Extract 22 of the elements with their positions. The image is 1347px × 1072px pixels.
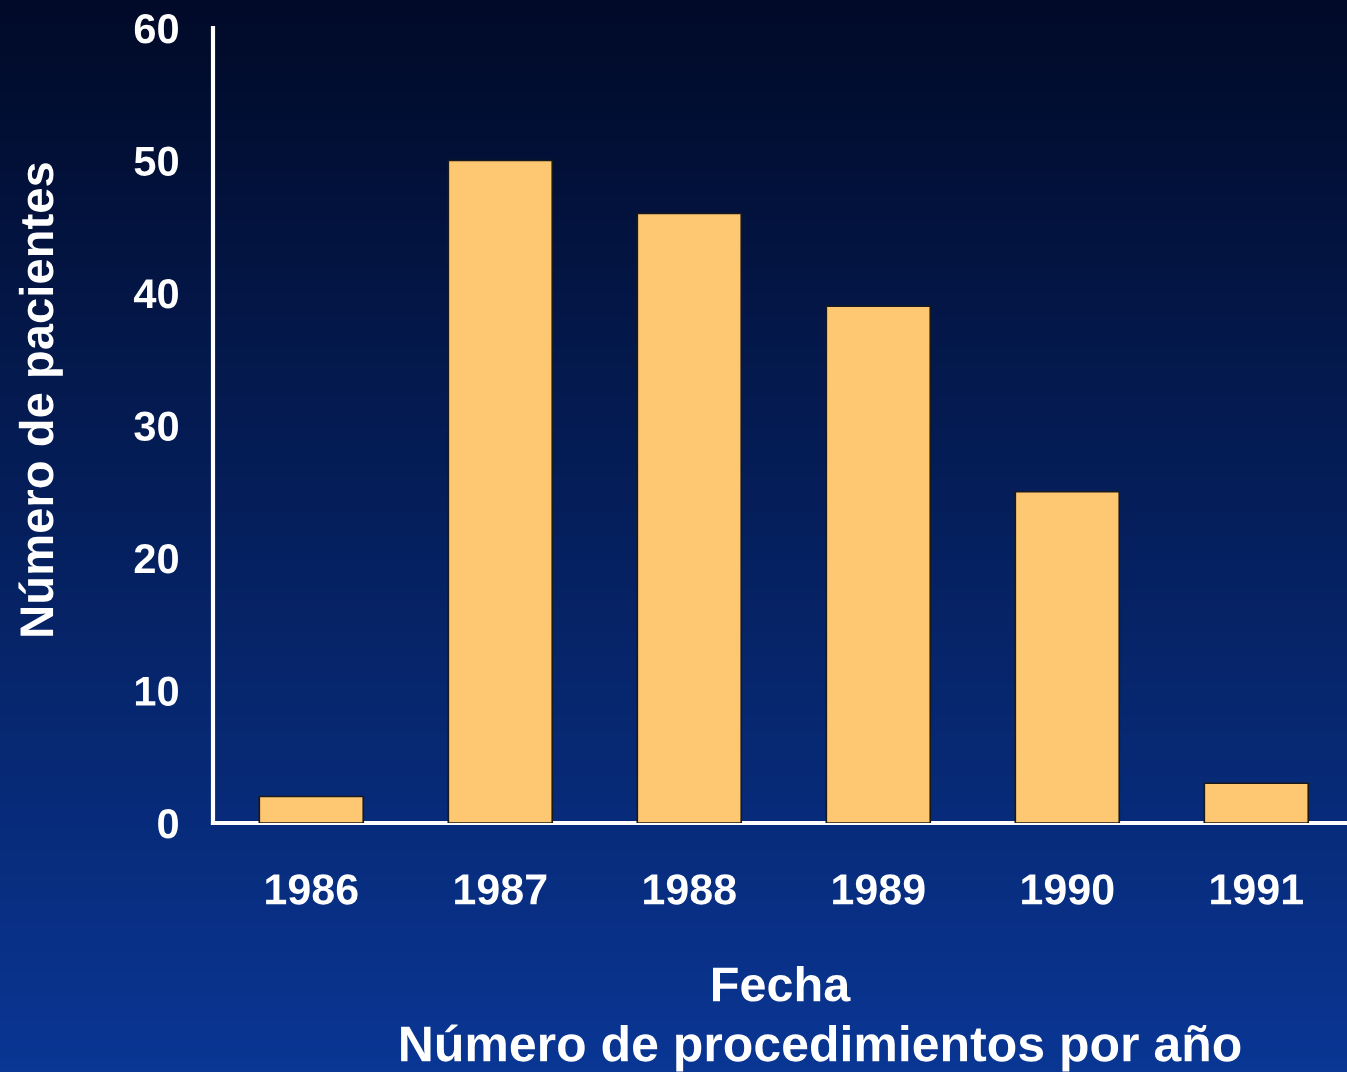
x-tick-label: 1986	[266, 874, 358, 905]
y-axis-title: Número de pacientes	[18, 163, 63, 636]
bar	[636, 212, 743, 823]
x-tick-label: 1987	[455, 874, 547, 905]
bar	[825, 305, 932, 823]
y-tick-label: 60	[134, 14, 178, 44]
y-tick-label: 0	[158, 809, 178, 839]
bar	[1203, 782, 1310, 823]
x-tick-label: 1991	[1211, 874, 1303, 905]
x-axis-title: Fecha	[713, 965, 851, 1002]
bar	[1014, 490, 1121, 823]
y-tick-label: 50	[134, 146, 178, 177]
bar	[447, 159, 554, 823]
y-tick-label: 30	[134, 411, 178, 442]
x-tick-label: 1989	[833, 874, 925, 905]
text: Número de procedimientos por año	[401, 1024, 1241, 1072]
y-tick-label: 20	[134, 544, 178, 574]
x-tick-label: 1990	[1022, 874, 1114, 905]
y-tick-label: 40	[133, 279, 178, 309]
bar	[258, 795, 365, 823]
y-tick-label: 10	[135, 676, 178, 707]
x-tick-label: 1988	[644, 874, 736, 905]
